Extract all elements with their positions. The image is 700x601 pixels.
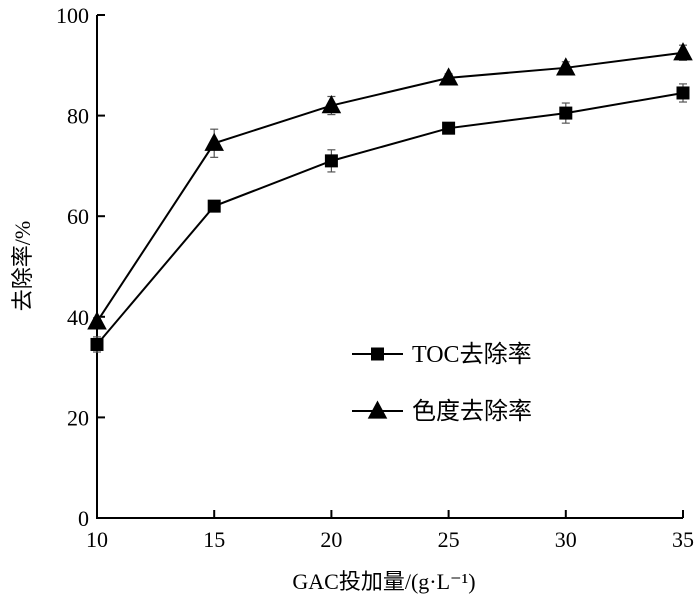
data-point (324, 154, 338, 168)
y-tick-label: 20 (67, 405, 89, 430)
data-point (556, 57, 576, 76)
y-axis-title: 去除率/% (10, 221, 35, 311)
data-point (87, 311, 107, 330)
x-tick-label: 35 (672, 527, 694, 552)
y-tick-label: 100 (56, 3, 89, 28)
series-line (96, 91, 684, 346)
data-point (90, 337, 104, 351)
x-tick-label: 10 (86, 527, 108, 552)
data-point (204, 132, 224, 151)
data-point (438, 67, 459, 86)
data-point (207, 199, 221, 213)
x-axis-title: GAC投加量/(g·L⁻¹) (292, 569, 475, 594)
x-tick-label: 20 (320, 527, 342, 552)
series-square (90, 83, 690, 353)
axes: 0 20 40 60 80 100 10 15 20 25 30 35 (56, 3, 694, 552)
series-line (96, 51, 684, 323)
data-point (673, 42, 693, 61)
series-triangle (87, 42, 693, 330)
y-tick-label: 80 (67, 104, 89, 129)
series-layer (87, 42, 693, 353)
legend-label: TOC去除率 (412, 341, 532, 368)
legend-label: 色度去除率 (412, 398, 532, 425)
legend-marker (367, 400, 388, 419)
legend-marker (371, 347, 384, 361)
x-tick-label: 15 (203, 527, 225, 552)
data-point (442, 121, 456, 135)
data-point (559, 106, 573, 120)
axis-lines (96, 15, 683, 519)
x-tick-label: 30 (555, 527, 577, 552)
x-tick-label: 25 (438, 527, 460, 552)
y-tick-label: 40 (67, 305, 89, 330)
y-tick-label: 60 (67, 204, 89, 229)
data-point (321, 95, 342, 114)
data-point (676, 86, 690, 100)
y-tick-label: 0 (78, 506, 89, 531)
